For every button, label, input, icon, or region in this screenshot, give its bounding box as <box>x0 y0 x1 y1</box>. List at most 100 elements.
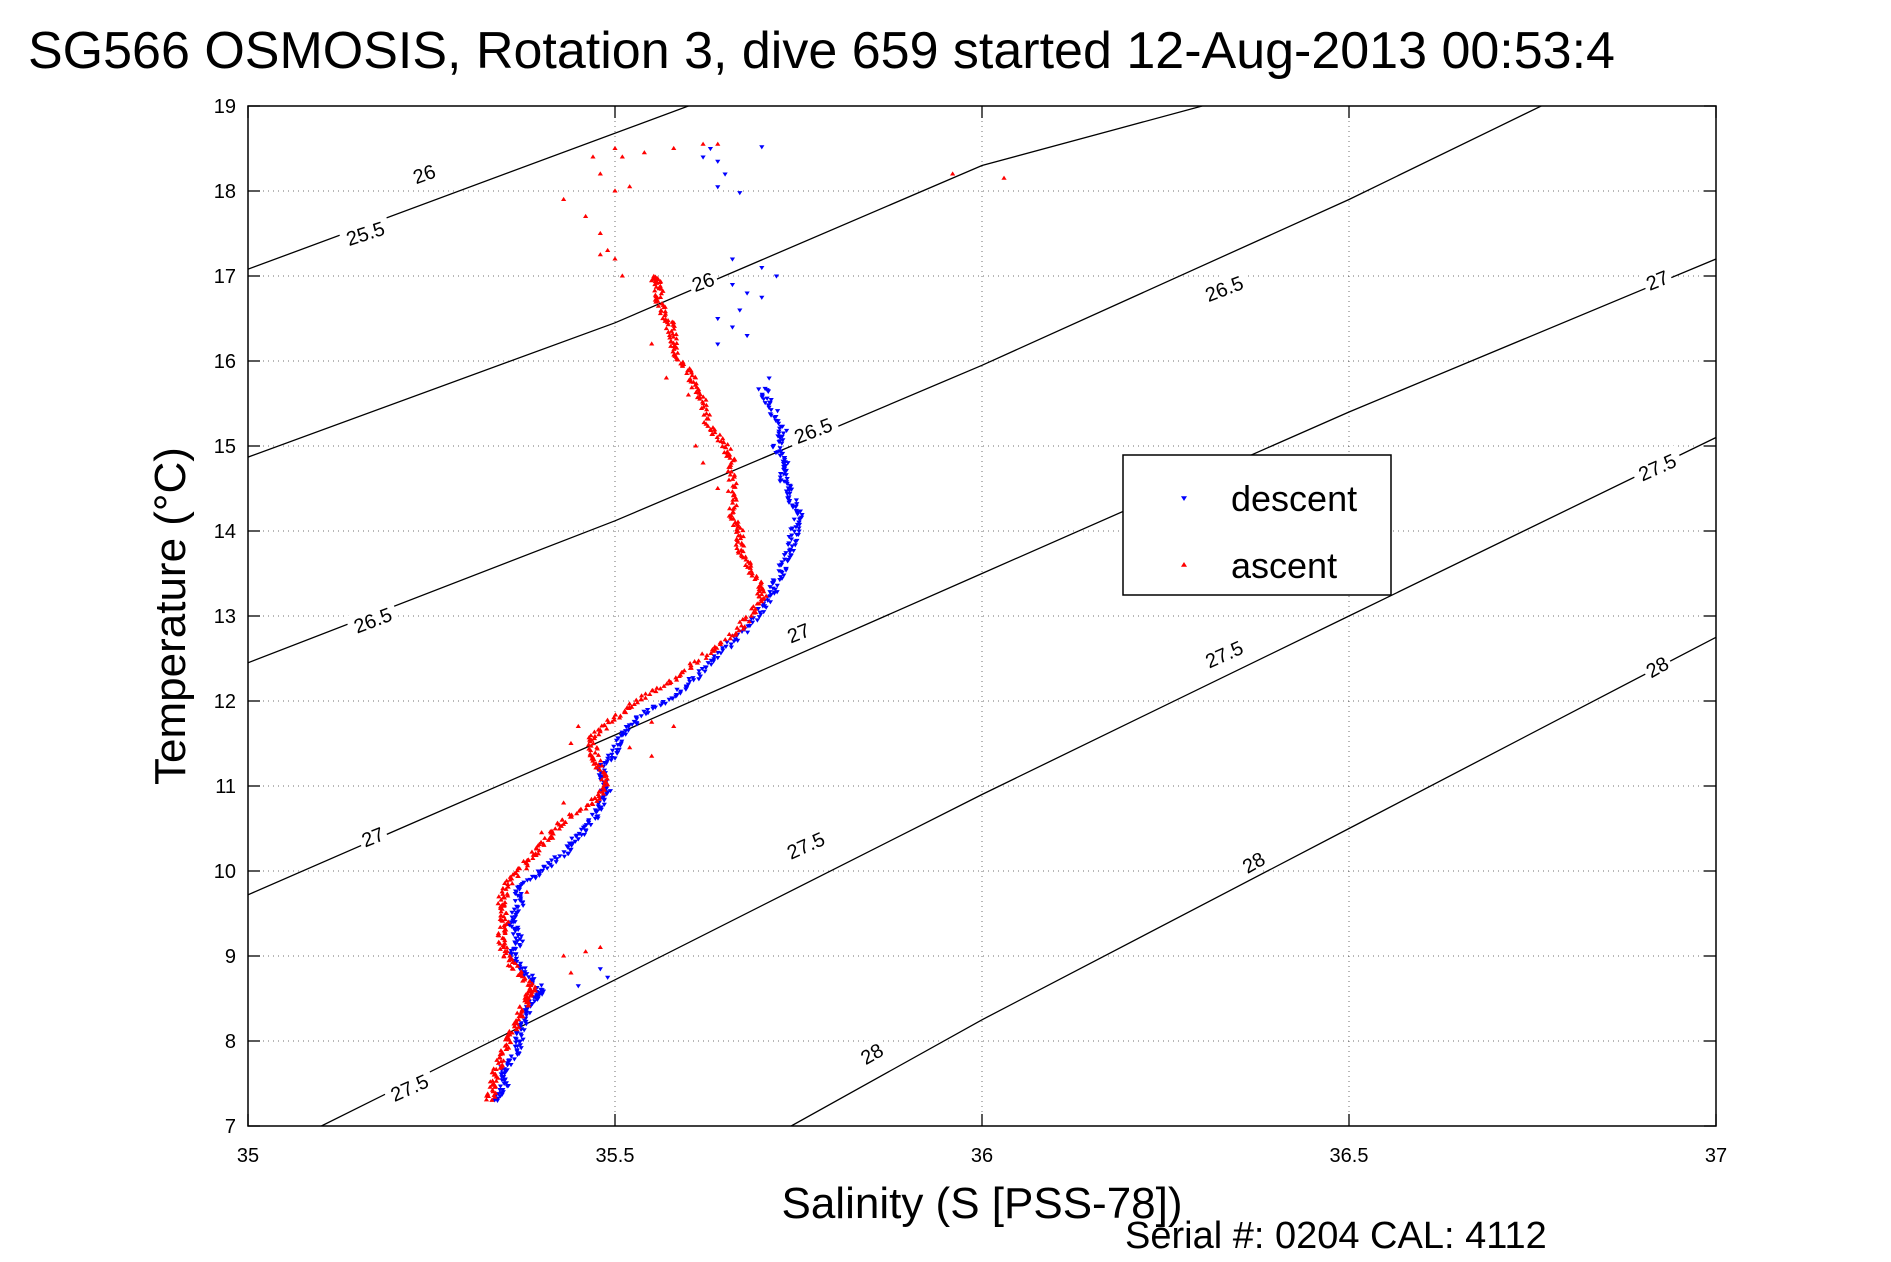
descent-point <box>700 155 706 160</box>
contour-label-bg <box>685 264 721 298</box>
ascent-point <box>693 389 699 394</box>
descent-point <box>767 590 773 595</box>
descent-point <box>774 583 780 588</box>
ascent-point <box>604 717 611 722</box>
ascent-point <box>665 322 671 327</box>
ascent-point <box>703 655 709 660</box>
ascent-point <box>671 346 677 351</box>
x-axis-label: Salinity (S [PSS-78]) <box>781 1179 1182 1228</box>
descent-point <box>511 946 517 951</box>
ascent-point <box>652 288 658 293</box>
descent-point <box>691 678 697 683</box>
ascent-point <box>689 373 695 378</box>
ascent-point <box>725 453 732 458</box>
descent-point <box>708 658 714 663</box>
descent-point <box>572 839 578 844</box>
ascent-point <box>497 924 503 929</box>
ascent-point <box>663 375 669 380</box>
ascent-point <box>583 806 589 811</box>
x-tick-label: 36.5 <box>1330 1145 1369 1167</box>
ascent-point <box>503 910 510 916</box>
ascent-point <box>605 719 612 725</box>
descent-point <box>601 802 607 807</box>
ascent-point <box>671 320 677 325</box>
ascent-point <box>738 535 744 541</box>
descent-point <box>619 730 625 735</box>
descent-point <box>780 431 787 436</box>
ascent-point <box>540 841 546 846</box>
descent-point <box>586 818 592 823</box>
ascent-point <box>731 472 738 477</box>
contour-label-group-item: 27 <box>354 819 390 853</box>
descent-point <box>737 191 743 196</box>
ascent-point <box>611 714 617 720</box>
ascent-point <box>658 307 664 313</box>
ascent-point <box>574 811 580 816</box>
ascent-point <box>649 753 655 758</box>
ticks <box>247 105 1717 1127</box>
descent-point <box>786 541 792 546</box>
descent-point <box>779 560 785 565</box>
descent-point <box>690 676 696 681</box>
ascent-point <box>499 1062 506 1067</box>
ascent-point <box>626 701 633 706</box>
descent-point <box>777 453 783 458</box>
ascent-point <box>663 325 669 331</box>
ascent-point <box>501 953 507 958</box>
ascent-point <box>674 340 680 345</box>
ascent-point <box>501 936 507 941</box>
descent-point <box>786 495 792 500</box>
contour-label: 26.5 <box>351 604 395 638</box>
ascent-point <box>699 651 705 656</box>
ascent-point <box>757 583 763 588</box>
contour-label: 25.5 <box>344 218 388 251</box>
contour-label-bg <box>406 156 442 190</box>
descent-point <box>515 932 522 938</box>
descent-point <box>604 759 610 764</box>
ascent-point <box>686 366 693 371</box>
contour-label: 28 <box>1643 653 1673 683</box>
descent-point <box>581 832 588 837</box>
descent-point <box>518 896 524 901</box>
descent-point <box>504 1068 510 1073</box>
ascent-point <box>658 291 664 296</box>
descent-point <box>638 714 644 719</box>
descent-point <box>729 282 736 288</box>
descent-point <box>633 716 639 721</box>
descent-point <box>728 642 734 647</box>
ascent-point <box>733 480 739 486</box>
descent-point <box>773 418 779 424</box>
ascent-point <box>746 619 752 624</box>
y-tick-label: 10 <box>214 861 236 883</box>
contour-label-group-item: 27 <box>780 615 816 649</box>
ascent-point <box>681 668 687 673</box>
descent-point <box>541 864 547 869</box>
descent-point <box>566 841 573 846</box>
ascent-point <box>725 441 731 447</box>
descent-point <box>789 526 796 531</box>
ascent-point <box>647 691 653 697</box>
descent-point <box>723 644 729 649</box>
ascent-point <box>597 230 603 236</box>
descent-point <box>557 854 563 859</box>
ascent-point <box>518 969 524 974</box>
ascent-point <box>703 397 709 402</box>
ascent-point <box>568 740 574 746</box>
descent-point <box>517 1043 523 1048</box>
ascent-point <box>715 438 721 443</box>
y-tick-label: 8 <box>225 1031 236 1053</box>
descent-point <box>796 529 802 534</box>
ascent-point <box>657 294 664 299</box>
descent-point <box>518 934 525 939</box>
ascent-point <box>681 361 687 367</box>
descent-point <box>715 185 721 190</box>
ascent-point <box>588 732 594 738</box>
ascent-point <box>489 1097 495 1102</box>
ascent-point <box>660 288 666 293</box>
descent-point <box>614 751 621 756</box>
x-tick-label: 35 <box>237 1145 259 1167</box>
descent-point <box>608 758 614 763</box>
descent-point <box>612 756 618 761</box>
ascent-point <box>605 247 611 253</box>
ascent-point <box>700 460 706 465</box>
